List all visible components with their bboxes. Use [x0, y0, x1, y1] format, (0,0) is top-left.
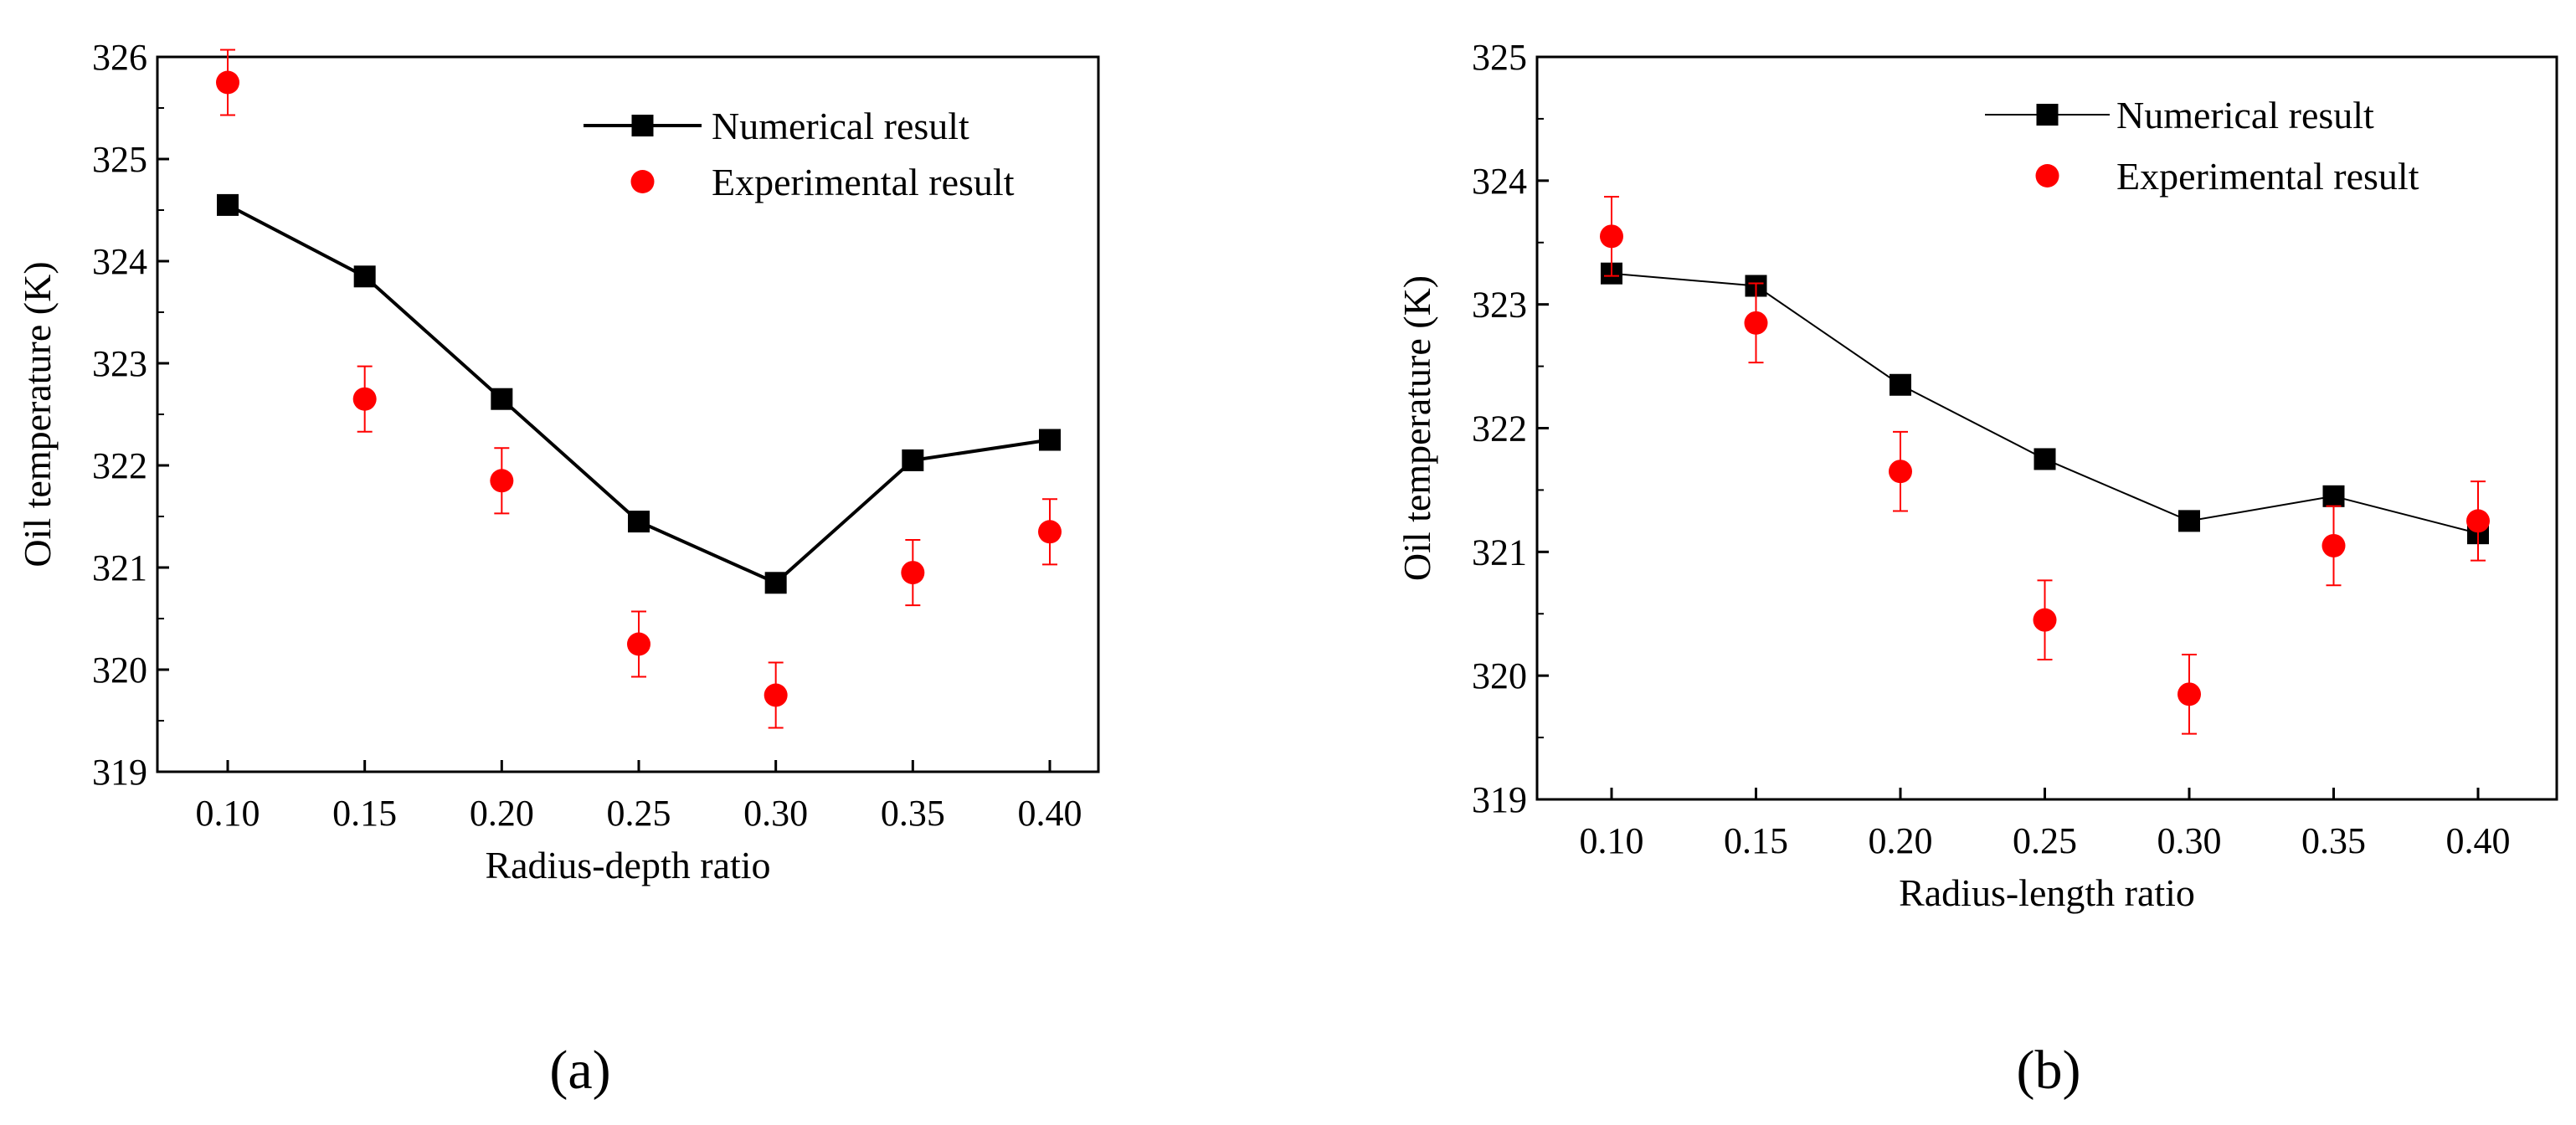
y-tick-label: 320 — [92, 650, 147, 691]
y-tick-label: 321 — [92, 547, 147, 588]
numerical-point — [764, 572, 787, 594]
numerical-point — [2034, 448, 2056, 470]
legend-experimental-label: Experimental result — [712, 161, 1015, 203]
y-tick-label: 325 — [92, 139, 147, 180]
legend-numerical-label: Numerical result — [2116, 94, 2374, 136]
chart-panel-a: 319 320 321 322 323 324 325 326 0.10 0.15 0.20 0.25… — [16, 37, 1100, 886]
x-tick-label: 0.40 — [1018, 793, 1082, 834]
numerical-point — [2178, 510, 2200, 532]
numerical-point — [902, 449, 924, 471]
y-tick-label: 324 — [92, 241, 147, 282]
x-tick-label: 0.20 — [1869, 820, 1933, 861]
x-tick-label: 0.40 — [2446, 820, 2511, 861]
x-axis-label: Radius-length ratio — [1899, 871, 2195, 914]
experimental-point — [2033, 608, 2057, 632]
y-axis-label: Oil temperature (K) — [16, 261, 59, 567]
numerical-point — [1890, 373, 1911, 396]
experimental-point — [1600, 224, 1623, 249]
y-tick-label: 322 — [1472, 408, 1527, 449]
numerical-point — [1039, 429, 1061, 451]
x-tick-label: 0.25 — [607, 793, 671, 834]
experimental-point — [2466, 509, 2490, 533]
numerical-point — [353, 265, 376, 288]
y-tick-label: 323 — [1472, 285, 1527, 326]
y-tick-label: 322 — [92, 445, 147, 486]
x-tick-label: 0.25 — [2013, 820, 2077, 861]
y-tick-label: 319 — [92, 752, 147, 793]
x-tick-label: 0.15 — [1724, 820, 1788, 861]
experimental-point — [627, 632, 650, 656]
y-axis-label: Oil temperature (K) — [1396, 275, 1438, 581]
experimental-point — [1889, 460, 1912, 484]
numerical-series-line — [1611, 272, 2479, 535]
legend-numerical-marker — [2036, 104, 2059, 126]
panel-label-a: (a) — [549, 1040, 610, 1101]
legend-experimental-marker — [2035, 164, 2059, 188]
y-tick-label: 320 — [1472, 655, 1527, 696]
experimental-point — [1038, 520, 1062, 544]
experimental-point — [490, 469, 514, 493]
numerical-point — [2322, 485, 2345, 507]
experimental-point — [901, 561, 925, 585]
x-tick-label: 0.30 — [743, 793, 808, 834]
y-tick-label: 323 — [92, 343, 147, 384]
legend-numerical-label: Numerical result — [712, 105, 969, 147]
legend-experimental-label: Experimental result — [2116, 155, 2419, 198]
y-tick-label: 321 — [1472, 532, 1527, 573]
experimental-point — [352, 387, 377, 411]
x-tick-label: 0.35 — [2301, 820, 2366, 861]
x-tick-label: 0.10 — [196, 793, 260, 834]
experimental-point — [764, 683, 788, 707]
experimental-point — [1744, 311, 1768, 335]
chart-panel-b: 319 320 321 322 323 324 325 0.10 0.15 0.20 0.25 0.3… — [1396, 37, 2558, 914]
y-tick-label: 325 — [1472, 37, 1527, 78]
x-tick-label: 0.35 — [881, 793, 945, 834]
x-tick-label: 0.20 — [470, 793, 534, 834]
x-tick-label: 0.10 — [1580, 820, 1644, 861]
legend-numerical-marker — [631, 115, 654, 136]
x-tick-label: 0.30 — [2157, 820, 2222, 861]
numerical-point — [628, 511, 650, 533]
numerical-point — [217, 193, 239, 216]
x-tick-label: 0.15 — [332, 793, 397, 834]
y-tick-label: 324 — [1472, 161, 1527, 202]
numerical-point — [491, 388, 513, 410]
experimental-point — [2178, 682, 2201, 706]
panel-label-b: (b) — [2017, 1040, 2081, 1101]
x-axis-label: Radius-depth ratio — [485, 844, 770, 886]
experimental-point — [2321, 533, 2346, 557]
experimental-point — [216, 70, 239, 95]
legend-experimental-marker — [630, 170, 655, 193]
y-tick-label: 319 — [1472, 779, 1527, 820]
y-tick-label: 326 — [92, 37, 147, 78]
